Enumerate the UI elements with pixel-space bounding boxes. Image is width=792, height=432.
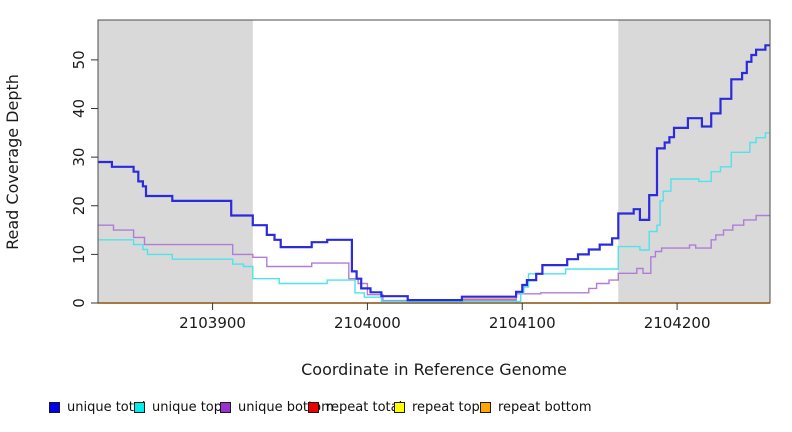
y-tick-label: 10 [70, 245, 88, 264]
y-axis-title: Read Coverage Depth [3, 74, 22, 250]
legend-item-unique-top: unique top [134, 397, 222, 417]
legend-label: unique top [152, 399, 223, 415]
shaded-region-1 [98, 20, 253, 303]
repeat-total-swatch-icon [308, 401, 319, 413]
legend-label: repeat total [326, 399, 403, 415]
coverage-plot: 2103900 2104000 2104100 210420001020304050 … [3, 19, 771, 379]
y-tick-label: 30 [70, 148, 88, 167]
x-tick-label: 2104100 [489, 314, 556, 332]
axes: 2103900 2104000 2104100 2104200 0 10 20 30 40 50 [70, 50, 711, 332]
x-axis-title: Coordinate in Reference Genome [301, 360, 567, 379]
legend-item-unique-total: unique total [49, 397, 145, 417]
plot-border [97, 19, 771, 304]
y-tick-label: 40 [70, 99, 88, 118]
legend-item-repeat-top: repeat top [394, 397, 480, 417]
legend-item-repeat-bottom: repeat bottom [480, 397, 592, 417]
x-tick-label: 2104000 [334, 314, 401, 332]
series-line-unique-top [98, 132, 770, 303]
shaded-region-2 [618, 20, 770, 303]
legend: unique total unique top unique bottom repea… [0, 397, 792, 421]
repeat-bottom-swatch-icon [480, 401, 491, 413]
legend-label: repeat bottom [498, 399, 592, 415]
unique-bottom-swatch-icon [220, 401, 231, 413]
legend-item-repeat-total: repeat total [308, 397, 402, 417]
series-line-unique-total [98, 44, 770, 302]
legend-label: repeat top [412, 399, 480, 415]
y-tick-label: 50 [70, 50, 88, 69]
y-tick-label: 20 [70, 196, 88, 215]
legend-label: unique total [67, 399, 146, 415]
shaded-regions [98, 20, 770, 303]
y-tick-label: 0 [70, 298, 88, 308]
unique-top-swatch-icon [134, 401, 145, 413]
series-line-unique-bottom [98, 214, 770, 302]
x-tick-label: 2103900 [179, 314, 246, 332]
unique-total-swatch-icon [49, 401, 60, 413]
x-tick-label: 2104200 [644, 314, 711, 332]
repeat-top-swatch-icon [394, 401, 405, 413]
